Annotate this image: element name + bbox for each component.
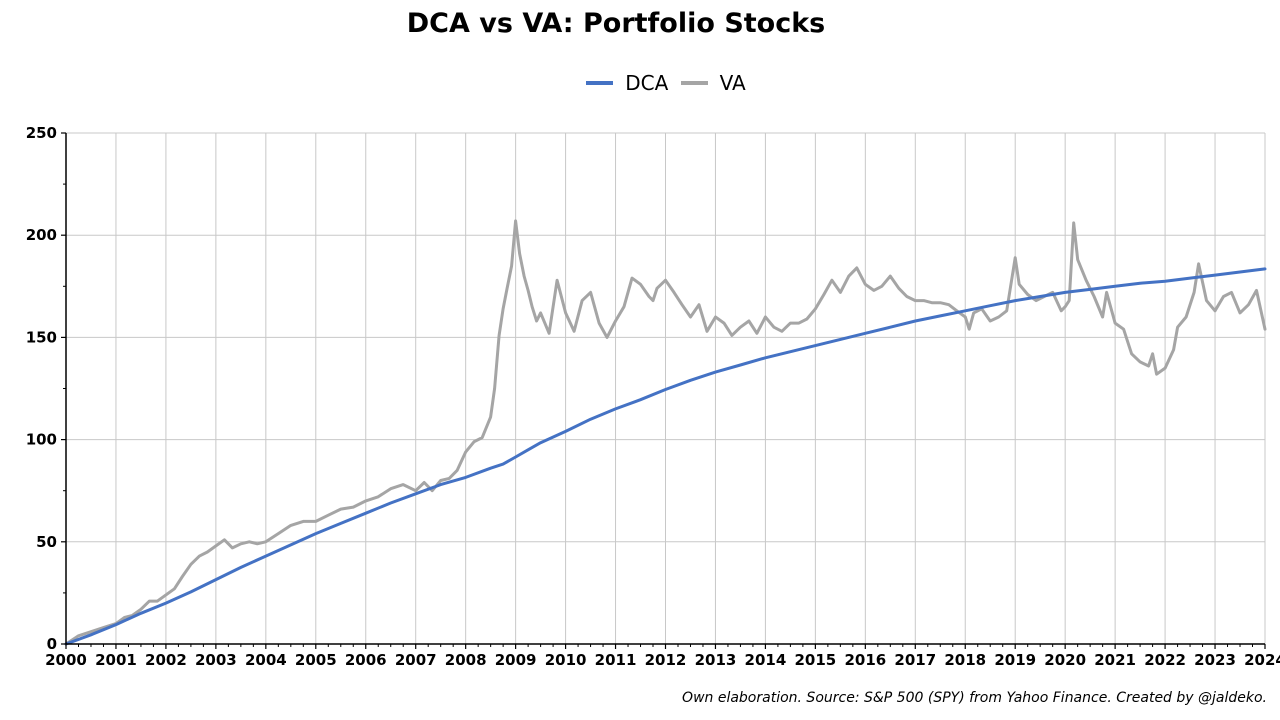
- gridlines: [65, 132, 1266, 645]
- x-tick-label: 2018: [944, 651, 986, 669]
- x-tick-label: 2016: [844, 651, 886, 669]
- x-tick-label: 2015: [795, 651, 837, 669]
- x-tick-label: 2003: [195, 651, 237, 669]
- legend-swatch-va: [680, 81, 708, 85]
- legend-label-dca: DCA: [625, 71, 669, 95]
- legend: DCA VA: [0, 66, 1280, 95]
- series-group: [64, 219, 1267, 646]
- y-tick-label: 100: [26, 431, 57, 449]
- y-tick-label: 0: [47, 635, 57, 653]
- x-tick-label: 2010: [545, 651, 587, 669]
- x-tick-label: 2006: [345, 651, 387, 669]
- x-tick-label: 2013: [695, 651, 737, 669]
- x-tick-label: 2021: [1094, 651, 1136, 669]
- series-line-dca: [64, 267, 1267, 646]
- x-tick-label: 2017: [894, 651, 936, 669]
- y-tick-label: 50: [36, 533, 57, 551]
- x-tick-label: 2012: [645, 651, 687, 669]
- axes: [61, 132, 1266, 649]
- chart-title: DCA vs VA: Portfolio Stocks: [406, 8, 826, 39]
- legend-swatch-dca: [586, 81, 614, 85]
- x-tick-label: 2019: [994, 651, 1036, 669]
- line-chart: 2000 2001 2002 2003 2004 2005 2006 2007 2008 2009…: [26, 124, 1280, 669]
- x-tick-label: 2020: [1044, 651, 1086, 669]
- series-line-va: [64, 219, 1267, 646]
- legend-item-dca: DCA: [586, 71, 668, 95]
- tick-labels: 2000 2001 2002 2003 2004 2005 2006 2007 2008 2009…: [26, 124, 1280, 669]
- y-tick-label: 250: [26, 124, 57, 142]
- x-tick-label: 2002: [145, 651, 187, 669]
- y-tick-label: 200: [26, 226, 57, 244]
- x-tick-label: 2022: [1144, 651, 1186, 669]
- y-tick-label: 150: [26, 328, 57, 346]
- source-note: Own elaboration. Source: S&P 500 (SPY) f…: [682, 690, 1267, 706]
- legend-item-va: VA: [680, 71, 746, 95]
- x-tick-label: 2005: [295, 651, 337, 669]
- x-tick-label: 2007: [395, 651, 437, 669]
- x-tick-label: 2008: [445, 651, 487, 669]
- x-tick-label: 2009: [495, 651, 537, 669]
- legend-label-va: VA: [719, 71, 746, 95]
- x-tick-label: 2001: [95, 651, 137, 669]
- x-tick-label: 2011: [595, 651, 637, 669]
- x-tick-label: 2024: [1244, 651, 1280, 669]
- x-tick-label: 2000: [45, 651, 87, 669]
- x-tick-label: 2014: [745, 651, 787, 669]
- x-tick-label: 2004: [245, 651, 287, 669]
- x-tick-label: 2023: [1194, 651, 1236, 669]
